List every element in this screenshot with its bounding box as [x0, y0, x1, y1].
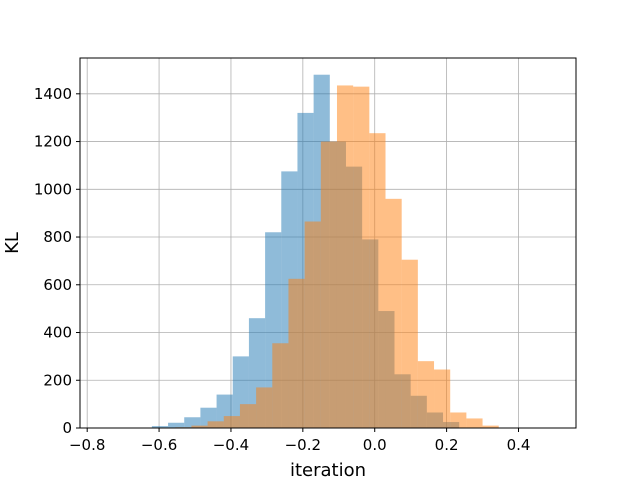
histogram-bar-series-2: [466, 418, 482, 428]
histogram-bar-series-2: [272, 343, 288, 428]
y-tick-label: 800: [43, 228, 72, 246]
x-tick-label: 0.0: [363, 436, 387, 454]
y-tick-label: 0: [62, 419, 72, 437]
y-axis-label: KL: [2, 232, 23, 254]
histogram-bar-series-2: [208, 421, 224, 428]
histogram-bar-series-2: [337, 85, 353, 428]
x-axis-label: iteration: [290, 460, 366, 480]
histogram-bar-series-2: [288, 279, 304, 428]
histogram-bar-series-2: [434, 370, 450, 428]
histogram-bar-series-2: [418, 361, 434, 428]
y-tick-label: 400: [43, 324, 72, 342]
x-tick-label: −0.2: [285, 436, 321, 454]
x-tick-label: 0.2: [435, 436, 459, 454]
x-tick-label: −0.4: [213, 436, 249, 454]
y-tick-label: 1400: [34, 85, 72, 103]
y-tick-label: 1200: [34, 133, 72, 151]
histogram-bar-series-2: [386, 199, 402, 428]
histogram-bar-series-2: [369, 133, 385, 428]
y-tick-label: 600: [43, 276, 72, 294]
y-tick-label: 200: [43, 371, 72, 389]
histogram-bar-series-2: [224, 416, 240, 428]
y-tick-label: 1000: [34, 180, 72, 198]
histogram-bar-series-2: [240, 404, 256, 428]
histogram-bar-series-2: [402, 260, 418, 428]
histogram-bar-series-2: [305, 222, 321, 428]
x-tick-label: −0.6: [141, 436, 177, 454]
histogram-bar-series-2: [353, 87, 369, 428]
x-tick-label: −0.8: [69, 436, 105, 454]
histogram-bar-series-2: [321, 142, 337, 428]
histogram-bar-series-2: [256, 387, 272, 428]
histogram-bar-series-2: [450, 412, 466, 428]
x-tick-label: 0.4: [507, 436, 531, 454]
histogram-bar-series-1: [168, 423, 184, 428]
